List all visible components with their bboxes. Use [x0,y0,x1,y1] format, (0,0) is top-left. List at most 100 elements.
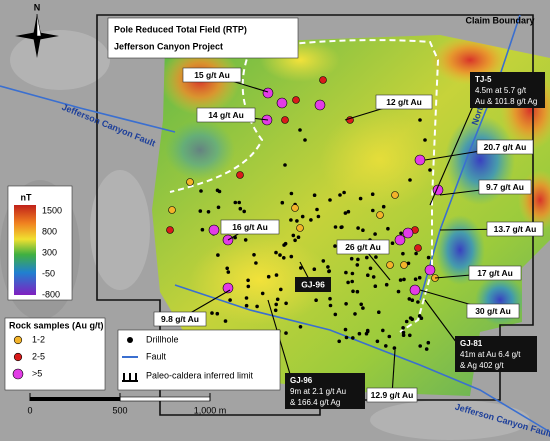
drillhole [399,231,403,236]
drillhole [254,261,258,265]
rock-samples [166,76,444,296]
drillhole [423,138,427,142]
drillhole [417,275,422,280]
drillhole [216,205,221,210]
drillhole [426,255,431,260]
title: Pole Reduced Total Field (RTP) [114,24,247,34]
drillhole [278,253,282,257]
fault-line [174,284,550,433]
drillhole-symbol [127,337,133,343]
drillhole [346,280,350,285]
drillhole [333,225,338,229]
drillhole [300,214,305,219]
rock-sample [292,96,300,104]
drillhole [355,289,360,294]
drillhole [315,207,319,212]
grade-label: 26 g/t Au [345,242,381,252]
legend-label: >5 [32,368,42,378]
colorbar-labels: 1500 800 300 -50 -800 [42,205,62,299]
rock-sample [168,206,176,214]
drillhole [355,263,360,267]
rock-sample [314,99,326,111]
rock-sample [400,261,408,269]
label-box [468,265,522,281]
drillhole [390,241,395,245]
drillhole [309,218,313,222]
drillhole [408,178,412,182]
drillhole [356,257,360,262]
north-arrow: N [15,2,59,58]
drillhole [289,191,294,196]
grade-label: 9.7 g/t Au [486,182,524,192]
drillhole [200,227,205,232]
rock-sample [424,264,436,276]
grade-label: 12 g/t Au [386,97,422,107]
label-box [153,311,207,327]
drillhole [255,304,259,309]
callout-box [285,373,365,409]
drillhole [260,291,265,296]
grade-label: 12.9 g/t Au [371,390,414,400]
drillhole [351,289,355,294]
drillhole [333,312,338,317]
label-box [336,239,390,255]
scale-bar [29,393,211,402]
rock-sample [394,234,406,246]
rock-sample [319,76,327,84]
rock-sample [414,244,422,252]
drillhole [314,298,318,303]
rock-legend-title: Rock samples (Au g/t) [9,320,104,330]
callout-text: 41m at Au 6.4 g/t [460,350,521,359]
pointer [429,89,481,206]
scale-label: 1,000 m [194,405,227,415]
drillhole [344,335,349,340]
drillhole [226,270,231,274]
hole-label: GJ-96 [301,279,325,289]
colorbar-label: -50 [42,268,55,278]
drillhole [299,266,303,270]
callout-text: Au & 101.8 g/t Ag [475,97,537,106]
drillhole [338,193,342,197]
map-legend [117,329,281,391]
fault-line [0,85,176,133]
scale-label: 0 [27,405,32,415]
rock-sample [208,224,220,236]
drillhole [296,235,301,239]
drillhole [373,284,378,289]
drillhole [350,271,355,276]
drillhole [361,228,365,232]
drillhole [414,251,418,256]
legend-symbol [13,352,23,362]
drillhole [210,311,214,315]
drillhole [416,300,420,304]
drillhole [233,200,238,205]
colorbar [14,205,36,295]
drillhole [284,301,288,306]
colorbar-label: 800 [42,226,57,236]
colorbar-label: -800 [42,289,60,299]
drillhole [428,168,432,172]
drillhole [273,308,278,313]
rock-sample [386,261,394,269]
drillhole [246,278,250,283]
drillhole [303,138,307,142]
rock-sample [222,282,234,294]
callout-box [470,72,545,108]
drillhole [326,265,330,269]
drillhole [401,326,405,330]
drillhole [340,225,344,229]
drillhole [312,267,317,272]
drillhole [342,190,346,195]
grade-label: 14 g/t Au [208,110,244,120]
label-box [366,387,418,403]
rock-sample [281,116,289,124]
drillhole [321,259,326,263]
callout-title: GJ-81 [460,339,483,348]
drillhole [374,255,378,259]
hole-box [295,277,331,292]
drillhole [371,275,376,279]
callout-title: TJ-5 [475,75,492,84]
drillhole [333,244,337,248]
drillhole [283,163,287,167]
